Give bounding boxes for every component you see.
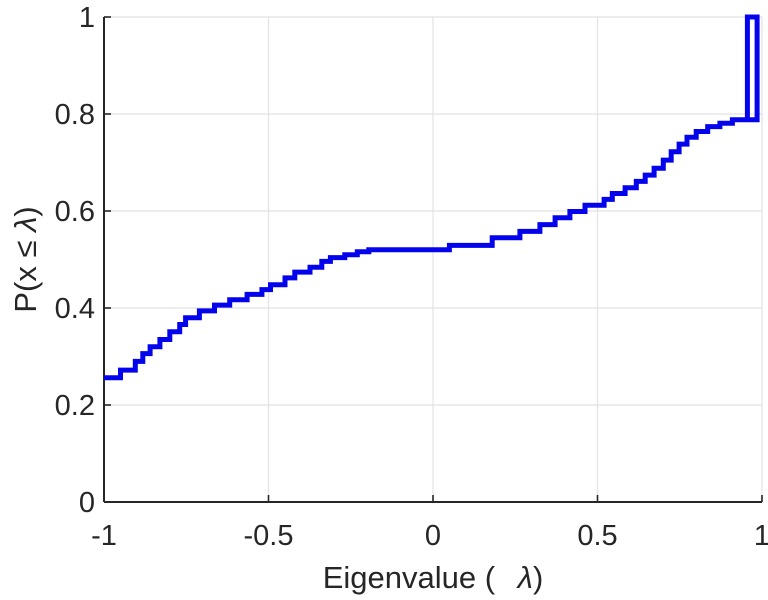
x-tick-label: 0.5 (577, 520, 617, 552)
y-axis-label: P(x ≤ λ) (8, 206, 43, 312)
y-tick-label: 0.2 (55, 390, 95, 422)
y-tick-label: 0.8 (55, 99, 95, 131)
x-tick-label: -1 (91, 520, 117, 552)
y-tick-label: 0.4 (55, 293, 95, 325)
x-axis-label: Eigenvalue ( λ) (323, 560, 544, 595)
y-tick-label: 0 (79, 487, 95, 519)
x-tick-label: 0 (425, 520, 441, 552)
x-tick-label: -0.5 (244, 520, 294, 552)
y-tick-label: 0.6 (55, 196, 95, 228)
x-tick-label: 1 (754, 520, 768, 552)
y-tick-label: 1 (79, 2, 95, 34)
ecdf-curve (104, 14, 760, 381)
